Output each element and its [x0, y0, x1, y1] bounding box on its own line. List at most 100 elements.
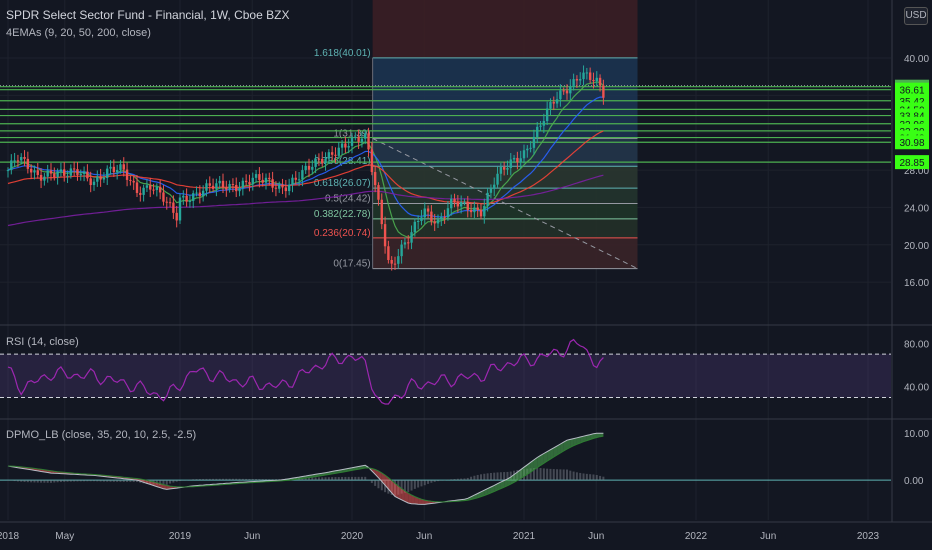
candle[interactable]: [330, 146, 334, 161]
ema-indicator-label[interactable]: 4EMAs (9, 20, 50, 200, close): [6, 27, 151, 39]
candle[interactable]: [66, 170, 69, 184]
candle[interactable]: [96, 170, 99, 187]
candle[interactable]: [360, 131, 364, 148]
candle[interactable]: [20, 153, 23, 165]
dpmo-signal-line[interactable]: [7, 435, 604, 503]
candle[interactable]: [102, 172, 106, 183]
candle[interactable]: [6, 167, 10, 178]
candle[interactable]: [165, 196, 168, 210]
candle[interactable]: [278, 181, 281, 193]
candle[interactable]: [516, 151, 519, 170]
candle[interactable]: [109, 160, 112, 175]
candle[interactable]: [274, 181, 278, 197]
candle[interactable]: [542, 113, 546, 134]
candle[interactable]: [99, 168, 102, 187]
candle[interactable]: [33, 165, 36, 180]
candle[interactable]: [92, 178, 96, 191]
candle[interactable]: [119, 159, 122, 174]
candle[interactable]: [446, 201, 450, 221]
candle[interactable]: [26, 151, 30, 174]
candle[interactable]: [390, 256, 393, 271]
candle[interactable]: [225, 180, 228, 197]
candle[interactable]: [46, 164, 49, 183]
candle[interactable]: [502, 161, 506, 176]
candle[interactable]: [327, 149, 331, 164]
candle[interactable]: [324, 152, 327, 171]
candle[interactable]: [506, 160, 509, 175]
candle[interactable]: [63, 161, 66, 182]
candle[interactable]: [82, 166, 86, 182]
candle[interactable]: [377, 182, 380, 206]
candle[interactable]: [529, 141, 532, 153]
candle[interactable]: [175, 205, 178, 228]
candle[interactable]: [281, 178, 284, 195]
candle[interactable]: [218, 176, 221, 189]
candle[interactable]: [291, 174, 294, 193]
candle[interactable]: [284, 179, 288, 198]
candle[interactable]: [86, 164, 89, 182]
candle[interactable]: [215, 178, 218, 197]
candlestick-series[interactable]: [6, 65, 605, 271]
candle[interactable]: [440, 212, 443, 227]
candle[interactable]: [149, 177, 152, 198]
candle[interactable]: [221, 173, 225, 193]
candle[interactable]: [317, 153, 321, 166]
candle[interactable]: [393, 256, 397, 271]
candle[interactable]: [115, 164, 119, 180]
candle[interactable]: [416, 215, 420, 230]
candle[interactable]: [205, 179, 208, 197]
candle[interactable]: [261, 172, 264, 187]
candle[interactable]: [268, 172, 271, 186]
candle[interactable]: [139, 186, 142, 202]
candle[interactable]: [466, 195, 469, 218]
candle[interactable]: [489, 184, 493, 199]
candle[interactable]: [588, 67, 592, 84]
candle[interactable]: [307, 158, 311, 178]
candle[interactable]: [16, 154, 20, 168]
candle[interactable]: [598, 74, 602, 92]
candle[interactable]: [264, 173, 268, 190]
candle[interactable]: [559, 84, 562, 107]
candle[interactable]: [301, 165, 304, 187]
candle[interactable]: [53, 167, 56, 181]
candle[interactable]: [162, 185, 165, 206]
candle[interactable]: [228, 180, 231, 193]
candle[interactable]: [235, 177, 238, 198]
candle[interactable]: [122, 157, 125, 177]
candle[interactable]: [423, 202, 426, 224]
candle[interactable]: [420, 209, 423, 226]
candle[interactable]: [572, 73, 575, 91]
candle[interactable]: [244, 174, 248, 186]
candle[interactable]: [459, 195, 463, 214]
candle[interactable]: [354, 132, 357, 141]
candle[interactable]: [562, 87, 565, 95]
candle[interactable]: [69, 164, 73, 179]
candle[interactable]: [135, 175, 139, 198]
candle[interactable]: [410, 225, 413, 250]
candle[interactable]: [208, 176, 211, 193]
candle[interactable]: [430, 205, 433, 226]
candle[interactable]: [271, 171, 274, 193]
candle[interactable]: [10, 154, 13, 175]
candle[interactable]: [192, 190, 195, 209]
candle[interactable]: [311, 159, 314, 175]
candle[interactable]: [304, 161, 307, 174]
candle[interactable]: [182, 190, 185, 205]
candle[interactable]: [152, 183, 155, 195]
candle[interactable]: [112, 159, 116, 177]
candle[interactable]: [314, 154, 317, 174]
candle[interactable]: [512, 154, 516, 163]
candle[interactable]: [403, 237, 407, 249]
candle[interactable]: [178, 193, 182, 224]
candle[interactable]: [334, 147, 337, 163]
candle[interactable]: [201, 185, 205, 202]
candle[interactable]: [479, 203, 483, 220]
candle[interactable]: [251, 172, 254, 191]
candle[interactable]: [413, 218, 417, 237]
candle[interactable]: [43, 173, 46, 186]
candle[interactable]: [254, 169, 258, 183]
candle[interactable]: [79, 169, 82, 181]
candle[interactable]: [340, 139, 344, 156]
candle[interactable]: [106, 165, 109, 186]
